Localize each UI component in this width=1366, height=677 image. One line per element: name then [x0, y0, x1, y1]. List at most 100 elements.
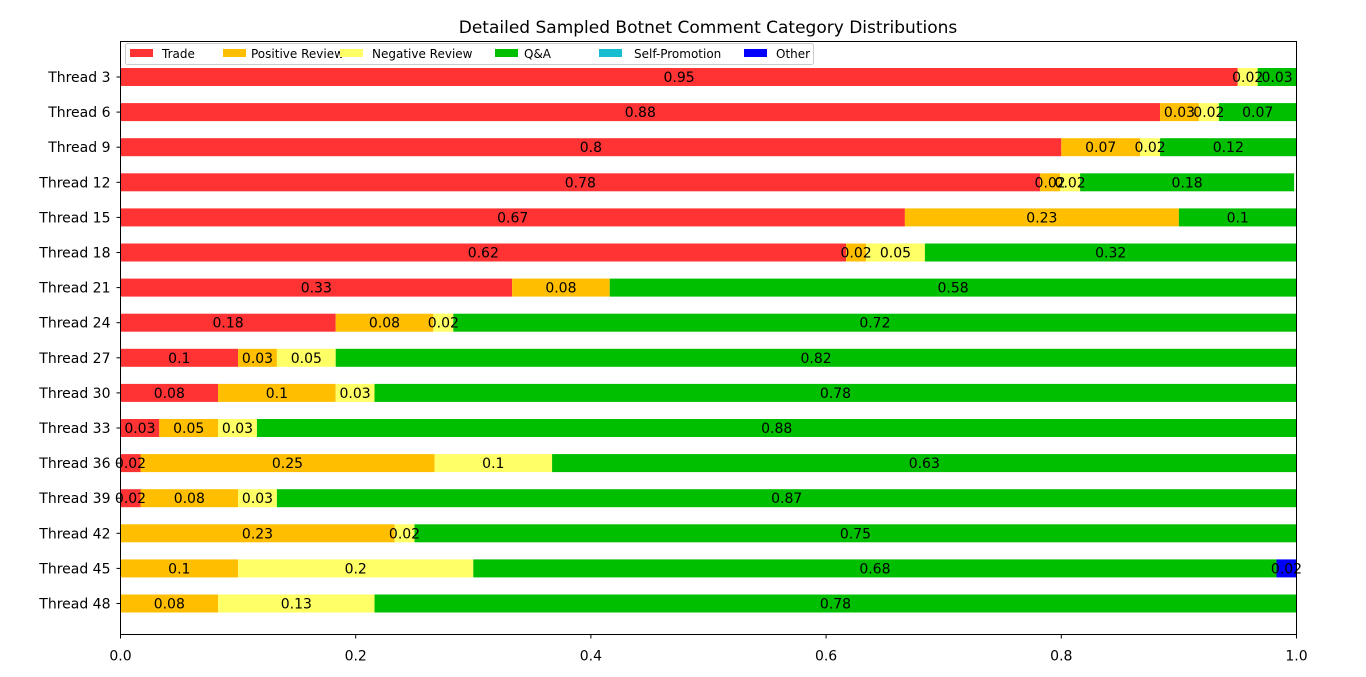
- bar-segment: [335, 383, 375, 402]
- bar-value-label: 0.33: [301, 281, 332, 297]
- legend-swatch: [744, 49, 767, 57]
- bar-value-label: 0.63: [909, 456, 940, 472]
- bar-value-label: 0.05: [880, 246, 911, 262]
- bar-segment: [238, 559, 474, 578]
- bar-segment: [120, 243, 847, 262]
- y-tick-label: Thread 30: [38, 386, 110, 402]
- bar-value-label: 0.88: [625, 105, 656, 121]
- legend-label: Q&A: [524, 47, 552, 61]
- x-tick-label: 0.0: [109, 649, 131, 665]
- legend: Trade Positive Review Negative Review Q&A Se…: [125, 43, 814, 65]
- y-tick-label: Thread 42: [38, 526, 110, 542]
- bar-value-label: 0.23: [1026, 210, 1057, 226]
- bar-segment: [159, 419, 219, 437]
- legend-box: [125, 43, 814, 65]
- bar-segment: [140, 454, 435, 473]
- bar-segment: [1160, 138, 1297, 157]
- bar-segment: [1178, 208, 1297, 227]
- bar-segment: [120, 173, 1041, 192]
- y-tick-label: Thread 21: [38, 281, 110, 297]
- y-tick-label: Thread 24: [38, 316, 110, 332]
- bar-value-label: 0.02: [389, 526, 420, 542]
- bar-segment: [120, 594, 219, 613]
- bar-value-label: 0.08: [154, 386, 185, 402]
- bar-value-label: 0.07: [1242, 105, 1273, 121]
- x-tick-label: 0.6: [815, 649, 837, 665]
- bar-value-label: 0.82: [801, 351, 832, 367]
- bar-segment: [120, 68, 1238, 86]
- bar-segment: [846, 243, 867, 262]
- bar-value-label: 0.87: [771, 491, 802, 507]
- bar-value-label: 0.2: [345, 561, 367, 577]
- bar-segment: [238, 489, 277, 508]
- legend-swatch: [340, 49, 363, 57]
- bar-segment: [120, 313, 336, 332]
- bar-value-label: 0.1: [168, 561, 190, 577]
- bar-segment: [120, 348, 239, 367]
- bar-segment: [120, 138, 1062, 157]
- legend-swatch: [223, 49, 246, 57]
- bar-segment: [473, 559, 1277, 578]
- bar-value-label: 0.02: [841, 246, 872, 262]
- y-tick-label: Thread 12: [38, 175, 110, 191]
- bar-segment: [1060, 173, 1081, 192]
- y-tick-label: Thread 45: [38, 561, 110, 577]
- bar-segment: [609, 278, 1297, 297]
- bar-value-label: 0.03: [242, 491, 273, 507]
- bar-segment: [1061, 138, 1141, 157]
- y-tick-label: Thread 9: [47, 140, 110, 156]
- bar-value-label: 0.18: [1172, 175, 1203, 191]
- bar-segment: [120, 454, 141, 473]
- bar-segment: [256, 419, 1297, 437]
- bar-value-label: 0.78: [565, 175, 596, 191]
- bar-value-label: 0.08: [174, 491, 205, 507]
- x-tick-label: 0.2: [345, 649, 367, 665]
- bar-value-label: 0.62: [468, 246, 499, 262]
- plot-area: [120, 41, 1297, 635]
- bar-value-label: 0.1: [482, 456, 504, 472]
- bar-segment: [238, 348, 277, 367]
- bar-value-label: 0.05: [173, 421, 204, 437]
- bar-segment: [1198, 103, 1219, 122]
- y-axis: Thread 3 Thread 6 Thread 9 Thread 12 Thread …: [38, 70, 121, 613]
- bar-segment: [414, 524, 1297, 543]
- bar-value-label: 0.03: [242, 351, 273, 367]
- legend-label: Trade: [161, 47, 195, 61]
- bar-value-label: 0.02: [1055, 175, 1086, 191]
- bar-segment: [552, 454, 1297, 473]
- x-axis: 0.0 0.2 0.4 0.6 0.8 1.0: [109, 634, 1308, 665]
- bar-value-label: 0.12: [1213, 140, 1244, 156]
- bar-value-label: 0.1: [168, 351, 190, 367]
- bar-segment: [374, 594, 1297, 613]
- bar-segment: [1040, 173, 1061, 192]
- bar-value-label: 0.03: [1164, 105, 1195, 121]
- y-tick-label: Thread 39: [38, 491, 110, 507]
- bar-segment: [120, 278, 513, 297]
- bars-layer: [120, 68, 1297, 613]
- bar-value-label: 0.08: [154, 597, 185, 613]
- bar-segment: [1237, 68, 1258, 86]
- bar-segment: [1140, 138, 1161, 157]
- bar-value-label: 0.02: [1135, 140, 1166, 156]
- y-tick-label: Thread 3: [47, 70, 110, 86]
- bar-segment: [453, 313, 1297, 332]
- y-tick-label: Thread 48: [38, 597, 110, 613]
- bar-value-label: 0.07: [1085, 140, 1116, 156]
- bar-value-label: 0.1: [1227, 210, 1249, 226]
- bar-segment: [1080, 173, 1295, 192]
- bar-value-label: 0.03: [124, 421, 155, 437]
- bar-segment: [120, 489, 141, 508]
- bar-segment: [433, 313, 454, 332]
- plot-frame: [120, 41, 1297, 635]
- bar-segment: [335, 348, 1297, 367]
- bar-segment: [434, 454, 553, 473]
- bar-value-label: 0.08: [545, 281, 576, 297]
- bar-labels-layer: 0.95 0.020.030.88 0.030.02 0.070.8 0.07 0.02 0…: [115, 70, 1302, 613]
- bar-value-label: 0.25: [272, 456, 303, 472]
- bar-segment: [218, 594, 375, 613]
- legend-swatch: [130, 49, 153, 57]
- legend-label: Positive Review: [251, 47, 344, 61]
- bar-segment: [512, 278, 610, 297]
- bar-value-label: 0.02: [428, 316, 459, 332]
- bar-value-label: 0.8: [580, 140, 602, 156]
